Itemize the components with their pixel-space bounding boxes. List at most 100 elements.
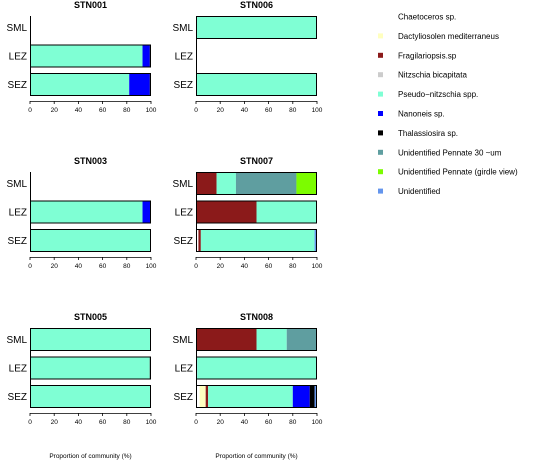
row-label-sez: SEZ: [8, 392, 27, 403]
legend-swatch: [378, 111, 383, 116]
row-label-lez: LEZ: [9, 52, 27, 63]
x-tick-label: 20: [217, 107, 225, 114]
panel-stn008: STN008 SML LEZ SEZ 0 20 40 60 80 100 Proportion of…: [172, 312, 322, 460]
row-label-sml: SML: [172, 335, 193, 346]
legend-item-nanoneis-sp: Nanoneis sp.: [378, 110, 445, 119]
legend-label: Nanoneis sp.: [398, 110, 445, 119]
row-label-lez: LEZ: [175, 52, 193, 63]
bar-segment-pseudo-nitzschia-spp: [30, 73, 130, 96]
bar-segment-pseudo-nitzschia-spp: [256, 200, 317, 224]
x-tick-label: 0: [28, 107, 32, 114]
legend-swatch: [378, 130, 383, 136]
bar-segment-pseudo-nitzschia-spp: [30, 200, 143, 224]
bar-segment-pseudo-nitzschia-spp: [256, 328, 287, 351]
legend-swatch: [378, 149, 383, 155]
x-tick-label: 40: [241, 263, 249, 270]
bar-outline: [196, 73, 317, 96]
bar-segment-fragilariopsis-sp: [196, 328, 257, 351]
x-tick-label: 0: [28, 263, 32, 270]
panel-title: STN001: [74, 0, 107, 10]
bar-outline: [30, 73, 151, 96]
legend-swatch: [378, 33, 383, 39]
x-tick-label: 80: [123, 419, 131, 426]
x-tick-label: 40: [75, 419, 83, 426]
legend-label: Unidentified: [398, 187, 440, 196]
legend-swatch: [378, 91, 383, 97]
bar-segment-pseudo-nitzschia-spp: [30, 356, 150, 380]
x-tick-label: 80: [289, 263, 297, 270]
bar-outline: [196, 229, 317, 252]
panel-title: STN003: [74, 156, 107, 166]
bar-outline: [196, 200, 317, 224]
x-tick-label: 80: [123, 263, 131, 270]
bar-outline: [30, 385, 151, 408]
x-tick-label: 60: [99, 107, 107, 114]
x-tick-label: 20: [217, 419, 225, 426]
x-axis-title: Proportion of community (%): [49, 453, 131, 460]
row-label-sml: SML: [6, 23, 27, 34]
legend-label: Nitzschia bicapitata: [398, 71, 467, 80]
panel-stn005: STN005 SML LEZ SEZ 0 20 40 60 80 100 Proportion of…: [6, 312, 156, 460]
bar-segment-unidentified: [314, 385, 317, 408]
legend-swatch: [378, 14, 383, 19]
legend-item-unidentified-pennate-30-um: Unidentified Pennate 30 ~um: [378, 148, 502, 157]
legend-item-unidentified: Unidentified: [378, 187, 440, 196]
x-tick-label: 80: [289, 107, 297, 114]
panel-stn001: STN001 SML LEZ SEZ 0 20 40 60 80 100: [6, 0, 156, 114]
x-axis-title: Proportion of community (%): [215, 453, 297, 460]
legend-item-nitzschia-bicapitata: Nitzschia bicapitata: [378, 71, 467, 80]
legend-label: Pseudo−nitzschia spp.: [398, 90, 478, 99]
legend-swatch: [378, 169, 383, 175]
x-tick-label: 80: [289, 419, 297, 426]
row-label-sml: SML: [172, 23, 193, 34]
x-tick-label: 60: [265, 263, 273, 270]
bar-segment-pseudo-nitzschia-spp: [197, 356, 317, 380]
bar-segment-pseudo-nitzschia-spp: [200, 229, 315, 252]
legend-swatch: [378, 188, 383, 194]
panel-stn007: STN007 SML LEZ SEZ 0 20 40 60 80 100: [172, 156, 322, 270]
x-tick-label: 60: [99, 263, 107, 270]
legend-item-pseudo-nitzschia-spp: Pseudo−nitzschia spp.: [378, 90, 478, 99]
row-label-lez: LEZ: [175, 208, 193, 219]
legend-swatch: [378, 52, 383, 58]
legend-item-unidentified-pennate-girdle-view: Unidentified Pennate (girdle view): [378, 168, 518, 177]
x-tick-label: 100: [146, 263, 157, 270]
x-tick-label: 0: [194, 107, 198, 114]
x-tick-label: 0: [194, 263, 198, 270]
bar-outline: [30, 356, 151, 380]
x-tick-label: 100: [146, 107, 157, 114]
legend-swatch: [378, 72, 383, 78]
bar-segment-pseudo-nitzschia-spp: [30, 44, 143, 68]
panel-title: STN006: [240, 0, 273, 10]
row-label-sez: SEZ: [174, 392, 193, 403]
panel-title: STN007: [240, 156, 273, 166]
bar-segment-fragilariopsis-sp: [198, 229, 201, 252]
bar-segment-pseudo-nitzschia-spp: [30, 385, 151, 408]
bar-outline: [30, 200, 151, 224]
chart-legend: Chaetoceros sp. Dactyliosolen mediterrane…: [378, 13, 518, 196]
x-tick-label: 20: [51, 107, 59, 114]
x-tick-label: 40: [241, 107, 249, 114]
bar-segment-pseudo-nitzschia-spp: [30, 229, 151, 252]
legend-item-thalassiosira-sp: Thalassiosira sp.: [378, 129, 458, 138]
bar-segment-pseudo-nitzschia-spp: [208, 385, 293, 408]
x-tick-label: 0: [28, 419, 32, 426]
bar-segment-thalassiosira-sp: [309, 385, 315, 408]
bar-segment-dactyliosolen-mediterraneus: [199, 385, 206, 408]
x-tick-label: 100: [312, 419, 323, 426]
bar-segment-fragilariopsis-sp: [196, 172, 217, 195]
row-label-lez: LEZ: [175, 364, 193, 375]
legend-label: Dactyliosolen mediterraneus: [398, 32, 499, 41]
x-tick-label: 40: [75, 263, 83, 270]
bar-segment-pseudo-nitzschia-spp: [216, 172, 236, 195]
bar-segment-pseudo-nitzschia-spp: [30, 328, 151, 351]
legend-label: Chaetoceros sp.: [398, 13, 456, 22]
legend-item-fragilariopsis-sp: Fragilariopsis.sp: [378, 51, 457, 60]
row-label-sml: SML: [172, 179, 193, 190]
x-tick-label: 20: [51, 419, 59, 426]
bar-segment-nanoneis-sp: [129, 73, 150, 96]
bar-segment-unidentified: [314, 229, 317, 252]
bar-segment-nanoneis-sp: [142, 200, 151, 224]
x-tick-label: 0: [194, 419, 198, 426]
